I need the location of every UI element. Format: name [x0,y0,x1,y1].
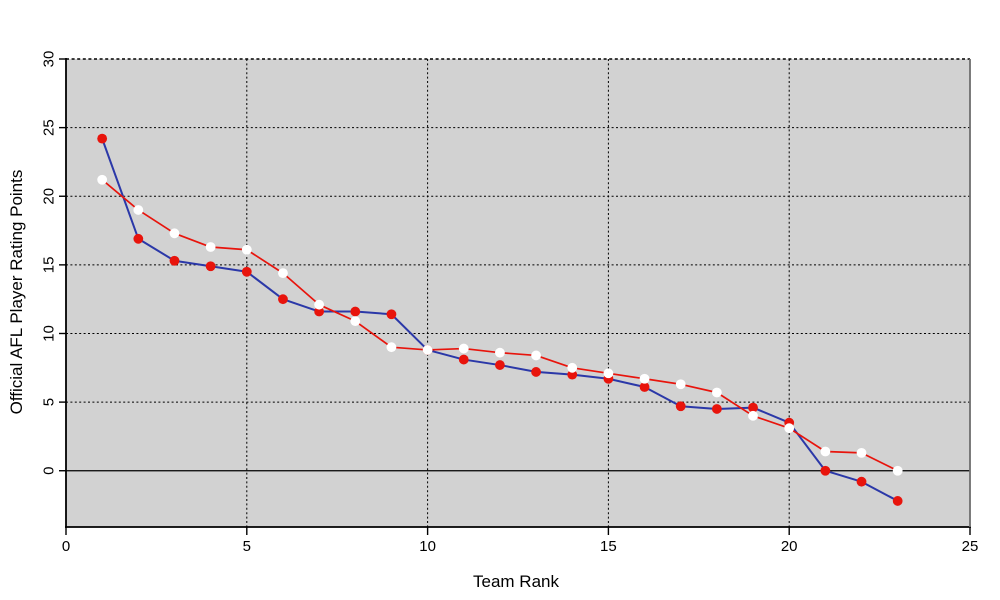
data-point-marker [567,362,578,373]
data-point-marker [748,402,758,413]
data-point-marker [169,255,180,266]
data-point-marker [241,266,252,277]
data-point-marker [820,465,831,476]
data-point-marker [856,476,867,487]
data-point-marker [603,368,614,379]
y-tick-label: 0 [41,467,58,475]
data-point-marker [784,423,795,434]
data-point-marker [892,496,903,506]
data-point-marker [278,294,288,305]
data-point-marker [748,410,758,421]
data-point-marker [892,465,903,476]
y-tick-label: 25 [41,119,58,136]
x-tick-label: 0 [62,538,70,555]
y-tick-label: 20 [41,188,58,205]
plot-area [66,59,970,527]
data-point-marker [350,316,361,327]
series-red-line-white-markers [97,174,903,476]
y-tick-label: 5 [41,398,58,406]
data-point-marker [133,205,144,215]
data-point-marker [422,345,433,355]
tick-labels: 0 5 10 15 20 25 30 0 5 10 15 20 25 [41,51,979,555]
data-point-marker [205,261,216,272]
data-point-marker [133,233,144,244]
x-tick-label: 25 [962,538,979,555]
data-point-marker [856,447,867,458]
x-tick-label: 15 [600,538,617,555]
data-point-marker [639,382,650,392]
data-point-marker [350,306,361,317]
data-point-marker [386,342,397,353]
y-tick-label: 15 [41,257,58,274]
data-point-marker [97,133,108,144]
data-point-marker [205,242,216,252]
data-point-marker [458,343,469,354]
plot-background [66,59,970,527]
data-point-marker [567,369,578,380]
data-point-marker [97,174,108,185]
y-axis-title: Official AFL Player Rating Points [7,170,26,415]
data-point-marker [314,299,325,310]
data-point-marker [278,268,288,278]
data-point-marker [386,309,397,320]
data-point-marker [711,404,722,414]
x-tick-label: 10 [419,538,436,555]
data-point-marker [675,401,686,412]
data-point-marker [639,373,650,384]
data-series [97,133,903,506]
data-point-marker [495,360,505,370]
data-point-marker [241,244,252,255]
data-point-marker [711,387,722,398]
data-point-marker [169,228,180,239]
data-point-marker [495,347,505,358]
x-tick-label: 5 [243,538,251,555]
data-point-marker [531,367,541,377]
x-tick-label: 20 [781,538,798,555]
data-point-marker [314,306,325,317]
data-point-marker [458,354,469,365]
axes [59,58,971,535]
gridlines [66,58,970,527]
x-axis-title: Team Rank [473,572,559,591]
data-point-marker [675,379,686,390]
data-point-marker [820,446,831,457]
data-point-marker [531,350,541,361]
y-tick-label: 30 [41,51,58,68]
y-tick-label: 10 [41,325,58,342]
